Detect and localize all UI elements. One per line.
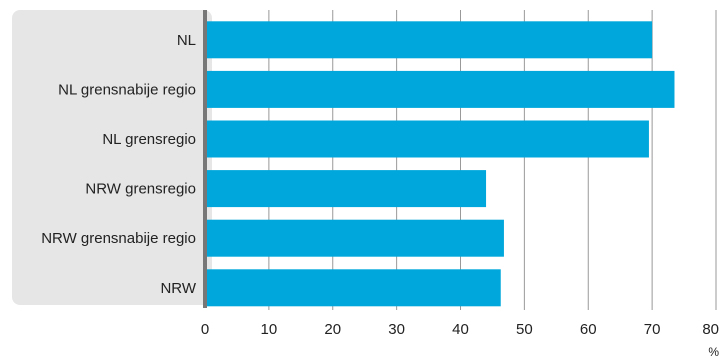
x-tick-label: 70 [644,321,661,338]
category-label: NRW [160,280,196,297]
gridlines [268,10,717,310]
x-tick-label: 30 [388,321,405,338]
category-label: NRW grensnabije regio [41,230,196,247]
bar [205,219,504,257]
x-tick-label: 60 [580,321,597,338]
bar [205,70,675,108]
category-label: NL grensregio [102,131,196,148]
bar [205,120,649,158]
category-labels: NL NL grensnabije regio NL grensregio NRW g… [41,32,197,297]
bars [205,21,675,307]
bar [205,21,653,59]
category-label: NL grensnabije regio [58,81,196,98]
x-tick-label: 10 [261,321,278,338]
category-label: NL [177,32,196,49]
x-tick-labels: 0 10 20 30 40 50 60 70 80 [201,321,719,338]
x-tick-label: 0 [201,321,209,338]
x-tick-label: 50 [516,321,533,338]
bar [205,170,487,208]
category-label-panel [12,10,212,305]
x-tick-label: 20 [324,321,341,338]
x-tick-label: 40 [452,321,469,338]
x-tick-label: 80 [702,321,719,338]
bar [205,269,501,307]
x-unit-label: % [708,345,719,359]
category-label: NRW grensregio [85,181,196,198]
